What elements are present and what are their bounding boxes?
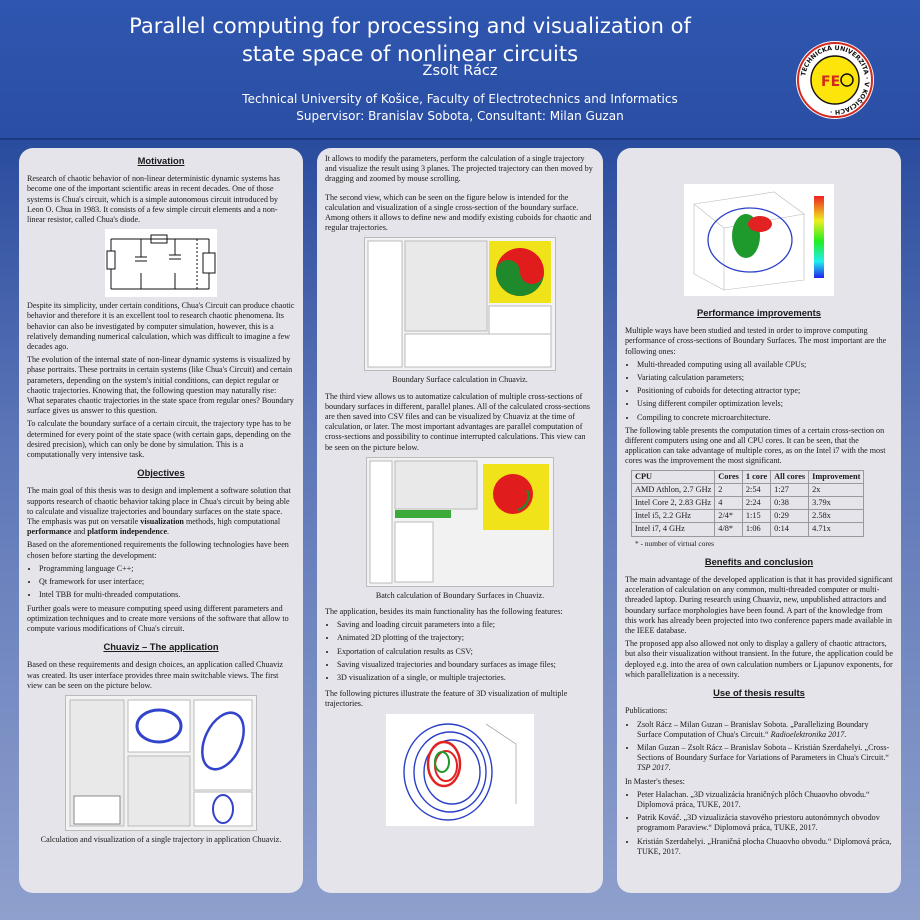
paragraph: The following pictures illustrate the fe… — [325, 689, 568, 709]
table-cell: 2:54 — [741, 482, 772, 498]
table-cell: 4.71x — [808, 522, 865, 537]
theses-label: In Master's theses: — [625, 776, 685, 786]
column-middle: It allows to modify the parameters, perf… — [317, 148, 603, 893]
table-cell: 2:24 — [741, 496, 772, 511]
use-heading: Use of thesis results — [713, 687, 805, 699]
list-item: 3D visualization of a single, or multipl… — [337, 673, 595, 683]
table-cell: 1:27 — [770, 482, 810, 498]
table-cell: 0:38 — [770, 496, 810, 511]
table-cell: 1:15 — [741, 509, 772, 524]
list-item: Intel TBB for multi-threaded computation… — [39, 590, 295, 600]
author-name: Zsolt Rácz — [422, 63, 498, 79]
paragraph: The second view, which can be seen on th… — [325, 192, 592, 233]
table-header-row: CPU Cores 1 core All cores Improvement — [630, 469, 865, 484]
objectives-paragraph: The main goal of this thesis was to desi… — [27, 486, 291, 537]
performance-list: Multi-threaded computing using all avail… — [625, 360, 893, 423]
supervisor-line: Supervisor: Branislav Sobota, Consultant… — [296, 109, 624, 123]
chua-circuit-diagram — [105, 229, 217, 298]
table-row: Intel i5, 2.2 GHz 2/4* 1:15 0:29 2.58x — [630, 509, 865, 524]
table-cell: Intel Core 2, 2.83 GHz — [630, 496, 716, 511]
table-row: Intel Core 2, 2.83 GHz 4 2:24 0:38 3.79x — [630, 496, 865, 511]
column-header: Improvement — [808, 469, 865, 484]
university-logo: TECHNICKÁ UNIVERZITA · V KOŠICIACH · FE — [796, 41, 874, 119]
publications-list: Zsolt Rácz – Milan Guzan – Branislav Sob… — [625, 720, 893, 774]
chuaviz-heading: Chuaviz – The application — [103, 641, 219, 653]
motivation-heading: Motivation — [137, 155, 185, 166]
figure-caption: Batch calculation of Boundary Surfaces i… — [375, 590, 545, 600]
table-cell: 0:14 — [770, 522, 810, 537]
list-item: Patrik Kováč. „3D vizualizácia stavového… — [637, 813, 893, 833]
table-note: * - number of virtual cores — [635, 538, 715, 548]
table-cell: AMD Athlon, 2.7 GHz — [630, 482, 716, 498]
column-header: All cores — [770, 469, 810, 484]
chuaviz-paragraph: Based on these requirements and design c… — [27, 660, 283, 690]
table-cell: Intel i5, 2.2 GHz — [630, 509, 716, 524]
theses-list: Peter Halachan. „3D vizualizácia hraničn… — [625, 790, 893, 857]
table-cell: 4/8* — [714, 522, 743, 537]
table-cell: 3.79x — [808, 496, 865, 511]
objectives-paragraph: Based on the aforementioned requirements… — [27, 540, 289, 560]
table-cell: 2x — [808, 482, 865, 498]
list-item: Peter Halachan. „3D vizualizácia hraničn… — [637, 790, 893, 810]
publications-label: Publications: — [625, 706, 668, 716]
list-item: Variating calculation parameters; — [637, 373, 893, 383]
list-item: Compiling to concrete microarchitecture. — [637, 413, 893, 423]
list-item: Exportation of calculation results as CS… — [337, 647, 595, 657]
column-right: Performance improvements Multiple ways h… — [617, 148, 901, 893]
chuaviz-single-trajectory-screenshot — [65, 694, 257, 831]
batch-calculation-screenshot — [366, 456, 554, 587]
figure-caption: Calculation and visualization of a singl… — [40, 834, 282, 844]
column-header: CPU — [630, 469, 716, 484]
figure-caption: Boundary Surface calculation in Chuaviz. — [392, 375, 528, 385]
performance-paragraph: Multiple ways have been studied and test… — [625, 326, 887, 356]
list-item: Using different compiler optimization le… — [637, 399, 893, 409]
benefits-paragraph: The proposed app also allowed not only t… — [625, 639, 893, 679]
benefits-heading: Benefits and conclusion — [704, 555, 814, 567]
paragraph: The application, besides its main functi… — [325, 607, 563, 617]
poster-title: Parallel computing for processing and vi… — [129, 14, 691, 66]
boundary-surface-screenshot — [364, 237, 556, 372]
list-item: Positioning of cuboids for detecting att… — [637, 386, 893, 396]
motivation-paragraph: To calculate the boundary surface of a c… — [27, 419, 291, 460]
table-cell: 2 — [714, 482, 743, 498]
motivation-paragraph: The evolution of the internal state of n… — [27, 355, 294, 416]
paragraph: It allows to modify the parameters, perf… — [325, 154, 593, 184]
list-item: Zsolt Rácz – Milan Guzan – Branislav Sob… — [637, 720, 893, 740]
3d-trajectories-image — [386, 713, 534, 826]
performance-heading: Performance improvements — [696, 307, 821, 318]
list-item: Multi-threaded computing using all avail… — [637, 360, 893, 370]
poster-header: Parallel computing for processing and vi… — [0, 0, 920, 140]
motivation-paragraph: Despite its simplicity, under certain co… — [27, 301, 295, 352]
list-item: Animated 2D plotting of the trajectory; — [337, 633, 595, 643]
list-item: Milan Guzan – Zsolt Rácz – Branislav Sob… — [637, 743, 893, 774]
column-left: Motivation Research of chaotic behavior … — [19, 148, 303, 893]
objectives-paragraph: Further goals were to measure computing … — [27, 603, 289, 633]
affiliation: Technical University of Košice, Faculty … — [242, 92, 678, 106]
objectives-heading: Objectives — [137, 467, 185, 479]
3d-boundary-surface-image — [684, 184, 834, 296]
feature-list: Saving and loading circuit parameters in… — [325, 620, 595, 683]
list-item: Kristián Szerdahelyi. „Hraničná plocha C… — [637, 837, 893, 857]
table-cell: 0:29 — [770, 509, 810, 524]
table-cell: 2/4* — [714, 509, 743, 524]
table-row: Intel i7, 4 GHz 4/8* 1:06 0:14 4.71x — [630, 522, 865, 537]
column-header: 1 core — [741, 469, 772, 484]
performance-paragraph: The following table presents the computa… — [625, 425, 886, 466]
technology-list: Programming language C++; Qt framework f… — [27, 564, 295, 601]
paragraph: The third view allows us to automatize c… — [325, 391, 591, 452]
performance-table: CPU Cores 1 core All cores Improvement A… — [630, 469, 865, 537]
list-item: Saving visualized trajectories and bound… — [337, 660, 595, 670]
table-cell: 2.58x — [808, 509, 865, 524]
list-item: Saving and loading circuit parameters in… — [337, 620, 595, 630]
benefits-paragraph: The main advantage of the developed appl… — [625, 575, 893, 636]
list-item: Programming language C++; — [39, 564, 295, 574]
table-cell: 1:06 — [741, 522, 772, 537]
column-header: Cores — [714, 469, 743, 484]
motivation-paragraph: Research of chaotic behavior of non-line… — [27, 174, 280, 225]
table-row: AMD Athlon, 2.7 GHz 2 2:54 1:27 2x — [630, 482, 865, 498]
svg-text:FE: FE — [821, 74, 840, 90]
list-item: Qt framework for user interface; — [39, 577, 295, 587]
table-cell: 4 — [714, 496, 743, 511]
table-cell: Intel i7, 4 GHz — [630, 522, 716, 537]
